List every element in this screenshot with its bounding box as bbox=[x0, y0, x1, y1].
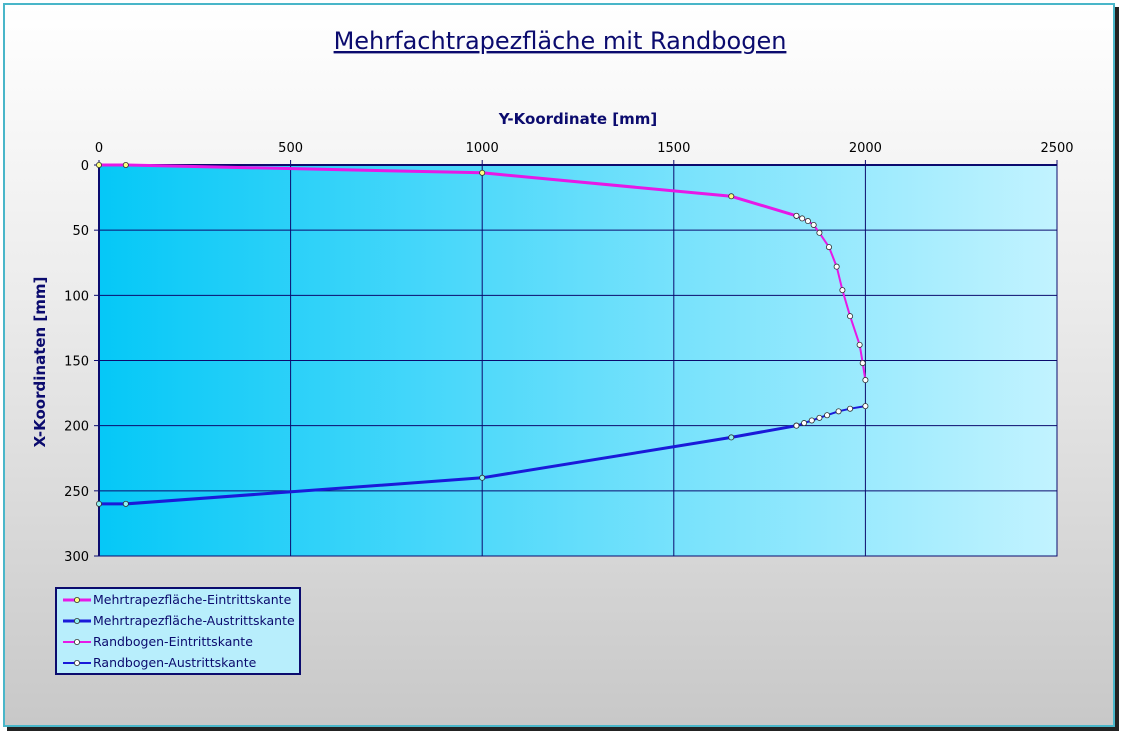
x-tick-label: 2000 bbox=[849, 141, 882, 156]
data-point-series-3 bbox=[859, 360, 866, 367]
y-tick-label: 300 bbox=[64, 550, 89, 565]
y-tick-label: 0 bbox=[81, 159, 89, 174]
legend-item-2: Mehrtrapezfläche-Austrittskante bbox=[63, 613, 295, 628]
data-point-series-4 bbox=[801, 420, 808, 427]
data-point-series-1 bbox=[122, 161, 129, 168]
y-axis-title: X-Koordinaten [mm] bbox=[31, 277, 49, 448]
data-point-series-1 bbox=[728, 193, 735, 200]
chart-frame: Mehrfachtrapezfläche mit Randbogen Y-Koo… bbox=[3, 3, 1115, 727]
data-point-series-2 bbox=[96, 500, 103, 507]
data-point-series-2 bbox=[122, 500, 129, 507]
legend-label: Randbogen-Eintrittskante bbox=[93, 634, 253, 649]
x-tick-label: 1500 bbox=[657, 141, 690, 156]
legend: Mehrtrapezfläche-Eintrittskante Mehrtrape… bbox=[55, 587, 301, 675]
legend-box bbox=[55, 587, 301, 675]
y-tick-label: 200 bbox=[64, 420, 89, 435]
legend-marker bbox=[74, 618, 81, 625]
chart-title: Mehrfachtrapezfläche mit Randbogen bbox=[334, 27, 787, 55]
data-point-series-4 bbox=[862, 403, 869, 410]
data-point-series-4 bbox=[824, 412, 831, 419]
legend-item-3: Randbogen-Eintrittskante bbox=[63, 634, 253, 649]
x-tick-label: 500 bbox=[278, 141, 303, 156]
axes bbox=[94, 160, 1058, 557]
data-point-series-3 bbox=[810, 221, 817, 228]
data-point-series-1 bbox=[479, 169, 486, 176]
x-tick-label: 2500 bbox=[1040, 141, 1073, 156]
data-point-series-4 bbox=[793, 422, 800, 429]
data-point-series-4 bbox=[808, 417, 815, 424]
legend-label: Mehrtrapezfläche-Eintrittskante bbox=[93, 592, 292, 607]
x-tick-label: 1000 bbox=[466, 141, 499, 156]
data-point-series-3 bbox=[804, 218, 811, 225]
data-point-series-3 bbox=[799, 215, 806, 222]
tick-labels: 0 500 1000 1500 2000 2500 0 50 100 150 200 250 300 bbox=[64, 141, 1073, 565]
data-point-series-3 bbox=[833, 263, 840, 270]
legend-item-1: Mehrtrapezfläche-Eintrittskante bbox=[63, 592, 292, 607]
series-markers bbox=[96, 161, 869, 507]
data-point-series-1 bbox=[96, 161, 103, 168]
data-point-series-4 bbox=[847, 405, 854, 412]
x-tick-label: 0 bbox=[95, 141, 103, 156]
data-point-series-3 bbox=[856, 341, 863, 348]
y-tick-label: 250 bbox=[64, 485, 89, 500]
data-point-series-4 bbox=[816, 414, 823, 421]
legend-item-4: Randbogen-Austrittskante bbox=[63, 655, 257, 670]
legend-label: Randbogen-Austrittskante bbox=[93, 655, 257, 670]
y-tick-label: 50 bbox=[72, 224, 89, 239]
x-axis-title: Y-Koordinate [mm] bbox=[498, 110, 657, 128]
data-point-series-3 bbox=[847, 313, 854, 320]
legend-marker bbox=[74, 660, 81, 667]
legend-label: Mehrtrapezfläche-Austrittskante bbox=[93, 613, 295, 628]
legend-marker bbox=[74, 597, 81, 604]
chart-svg: Mehrfachtrapezfläche mit Randbogen Y-Koo… bbox=[31, 27, 1074, 675]
data-point-series-3 bbox=[862, 377, 869, 384]
data-point-series-2 bbox=[479, 474, 486, 481]
data-point-series-2 bbox=[728, 434, 735, 441]
y-tick-label: 100 bbox=[64, 289, 89, 304]
y-tick-label: 150 bbox=[64, 355, 89, 370]
data-point-series-3 bbox=[825, 244, 832, 251]
legend-marker bbox=[74, 639, 81, 646]
data-point-series-4 bbox=[835, 408, 842, 415]
data-point-series-3 bbox=[816, 229, 823, 236]
data-point-series-3 bbox=[793, 212, 800, 219]
data-point-series-3 bbox=[839, 287, 846, 294]
